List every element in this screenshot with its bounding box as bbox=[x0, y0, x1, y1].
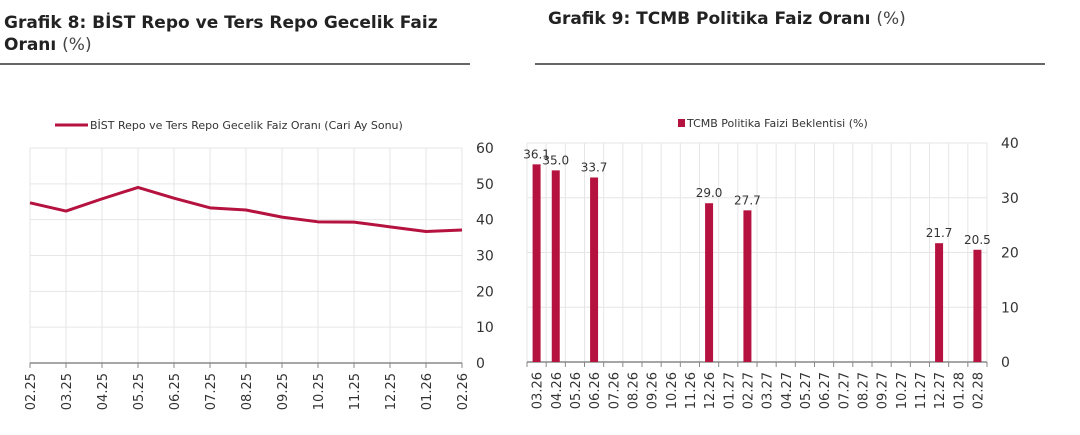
chart2-xtick-label: 01.27 bbox=[722, 372, 737, 409]
chart1-xtick-label: 02.25 bbox=[24, 373, 39, 410]
chart2-xtick-label: 11.26 bbox=[684, 372, 699, 409]
chart2-legend-swatch bbox=[678, 119, 685, 127]
chart2-xtick-label: 05.27 bbox=[799, 372, 814, 409]
chart1-ytick-label: 10 bbox=[476, 320, 494, 336]
chart2-xtick-label: 08.26 bbox=[626, 372, 641, 409]
chart2-xtick-label: 01.28 bbox=[952, 372, 967, 409]
chart2-xtick-label: 06.27 bbox=[818, 372, 833, 409]
chart2-xtick-label: 02.28 bbox=[971, 372, 986, 409]
chart1-title: Grafik 8: BİST Repo ve Ters Repo Gecelik… bbox=[4, 12, 438, 56]
chart1-xtick-label: 07.25 bbox=[204, 373, 219, 410]
chart2-xtick-label: 04.26 bbox=[550, 372, 565, 409]
chart1-legend-label: BİST Repo ve Ters Repo Gecelik Faiz Oran… bbox=[90, 119, 403, 132]
chart1-xtick-label: 05.25 bbox=[132, 373, 147, 410]
chart2-xtick-label: 12.26 bbox=[703, 372, 718, 409]
chart1-xtick-label: 02.26 bbox=[456, 373, 471, 410]
chart1-xtick-label: 01.26 bbox=[420, 373, 435, 410]
chart2-ytick-label: 30 bbox=[1001, 191, 1019, 207]
chart2-bar bbox=[743, 210, 752, 362]
chart2-title-text: Grafik 9: TCMB Politika Faiz Oranı bbox=[548, 9, 871, 29]
chart2-bar bbox=[590, 177, 599, 362]
chart2-xtick-label: 08.27 bbox=[856, 372, 871, 409]
chart1-ytick-label: 20 bbox=[476, 284, 494, 300]
chart2-data-label: 36.1 bbox=[523, 147, 550, 161]
chart1-title-unit: (%) bbox=[62, 35, 92, 55]
chart2-ytick-label: 20 bbox=[1001, 246, 1019, 262]
chart1-ytick-label: 40 bbox=[476, 213, 494, 229]
chart2-data-label: 29.0 bbox=[696, 186, 723, 200]
chart1-xtick-label: 11.25 bbox=[348, 373, 363, 410]
chart2-title-unit: (%) bbox=[876, 9, 906, 29]
chart2-bar bbox=[935, 243, 944, 362]
chart2-bar bbox=[705, 203, 714, 362]
chart2-bar bbox=[551, 170, 560, 362]
chart2-xtick-label: 10.26 bbox=[665, 372, 680, 409]
chart1-title-rule bbox=[0, 63, 470, 65]
chart2-data-label: 35.0 bbox=[542, 153, 569, 167]
chart2-data-label: 33.7 bbox=[581, 160, 608, 174]
chart2-xtick-label: 09.26 bbox=[646, 372, 661, 409]
chart2-data-label: 27.7 bbox=[734, 193, 761, 207]
chart1-xtick-label: 06.25 bbox=[168, 373, 183, 410]
chart2-bar bbox=[973, 249, 982, 362]
chart1-xtick-label: 08.25 bbox=[240, 373, 255, 410]
chart1-xtick-label: 09.25 bbox=[276, 373, 291, 410]
chart2-xtick-label: 06.26 bbox=[588, 372, 603, 409]
chart2-data-label: 20.5 bbox=[964, 233, 991, 247]
chart2-xtick-label: 11.27 bbox=[914, 372, 929, 409]
chart2-xtick-label: 07.27 bbox=[837, 372, 852, 409]
chart2-legend-label: TCMB Politika Faizi Beklentisi (%) bbox=[686, 117, 868, 130]
chart2-xtick-label: 07.26 bbox=[607, 372, 622, 409]
chart2-xtick-label: 05.26 bbox=[569, 372, 584, 409]
chart2-xtick-label: 03.27 bbox=[761, 372, 776, 409]
chart2-data-label: 21.7 bbox=[926, 226, 953, 240]
chart2-xtick-label: 04.27 bbox=[780, 372, 795, 409]
chart2-xtick-label: 10.27 bbox=[895, 372, 910, 409]
chart2-ytick-label: 40 bbox=[1001, 136, 1019, 152]
chart2-ytick-label: 0 bbox=[1001, 355, 1010, 371]
chart2-bar bbox=[532, 164, 541, 362]
chart2-xtick-label: 09.27 bbox=[876, 372, 891, 409]
chart2-xtick-label: 03.26 bbox=[531, 372, 546, 409]
chart2-xtick-label: 12.27 bbox=[933, 372, 948, 409]
chart1-ytick-label: 30 bbox=[476, 249, 494, 265]
chart2-ytick-label: 10 bbox=[1001, 300, 1019, 316]
chart1-ytick-label: 0 bbox=[476, 356, 485, 372]
chart2-title-rule bbox=[535, 63, 1045, 65]
chart1-xtick-label: 12.25 bbox=[384, 373, 399, 410]
chart1-ytick-label: 50 bbox=[476, 177, 494, 193]
chart1-ytick-label: 60 bbox=[476, 141, 494, 157]
chart2-title: Grafik 9: TCMB Politika Faiz Oranı (%) bbox=[548, 8, 906, 30]
chart1-title-line2: Oranı bbox=[4, 35, 57, 55]
chart1-xtick-label: 03.25 bbox=[60, 373, 75, 410]
chart1-xtick-label: 10.25 bbox=[312, 373, 327, 410]
chart2-xtick-label: 02.27 bbox=[741, 372, 756, 409]
chart1-xtick-label: 04.25 bbox=[96, 373, 111, 410]
chart1-title-text: Grafik 8: BİST Repo ve Ters Repo Gecelik… bbox=[4, 13, 438, 33]
